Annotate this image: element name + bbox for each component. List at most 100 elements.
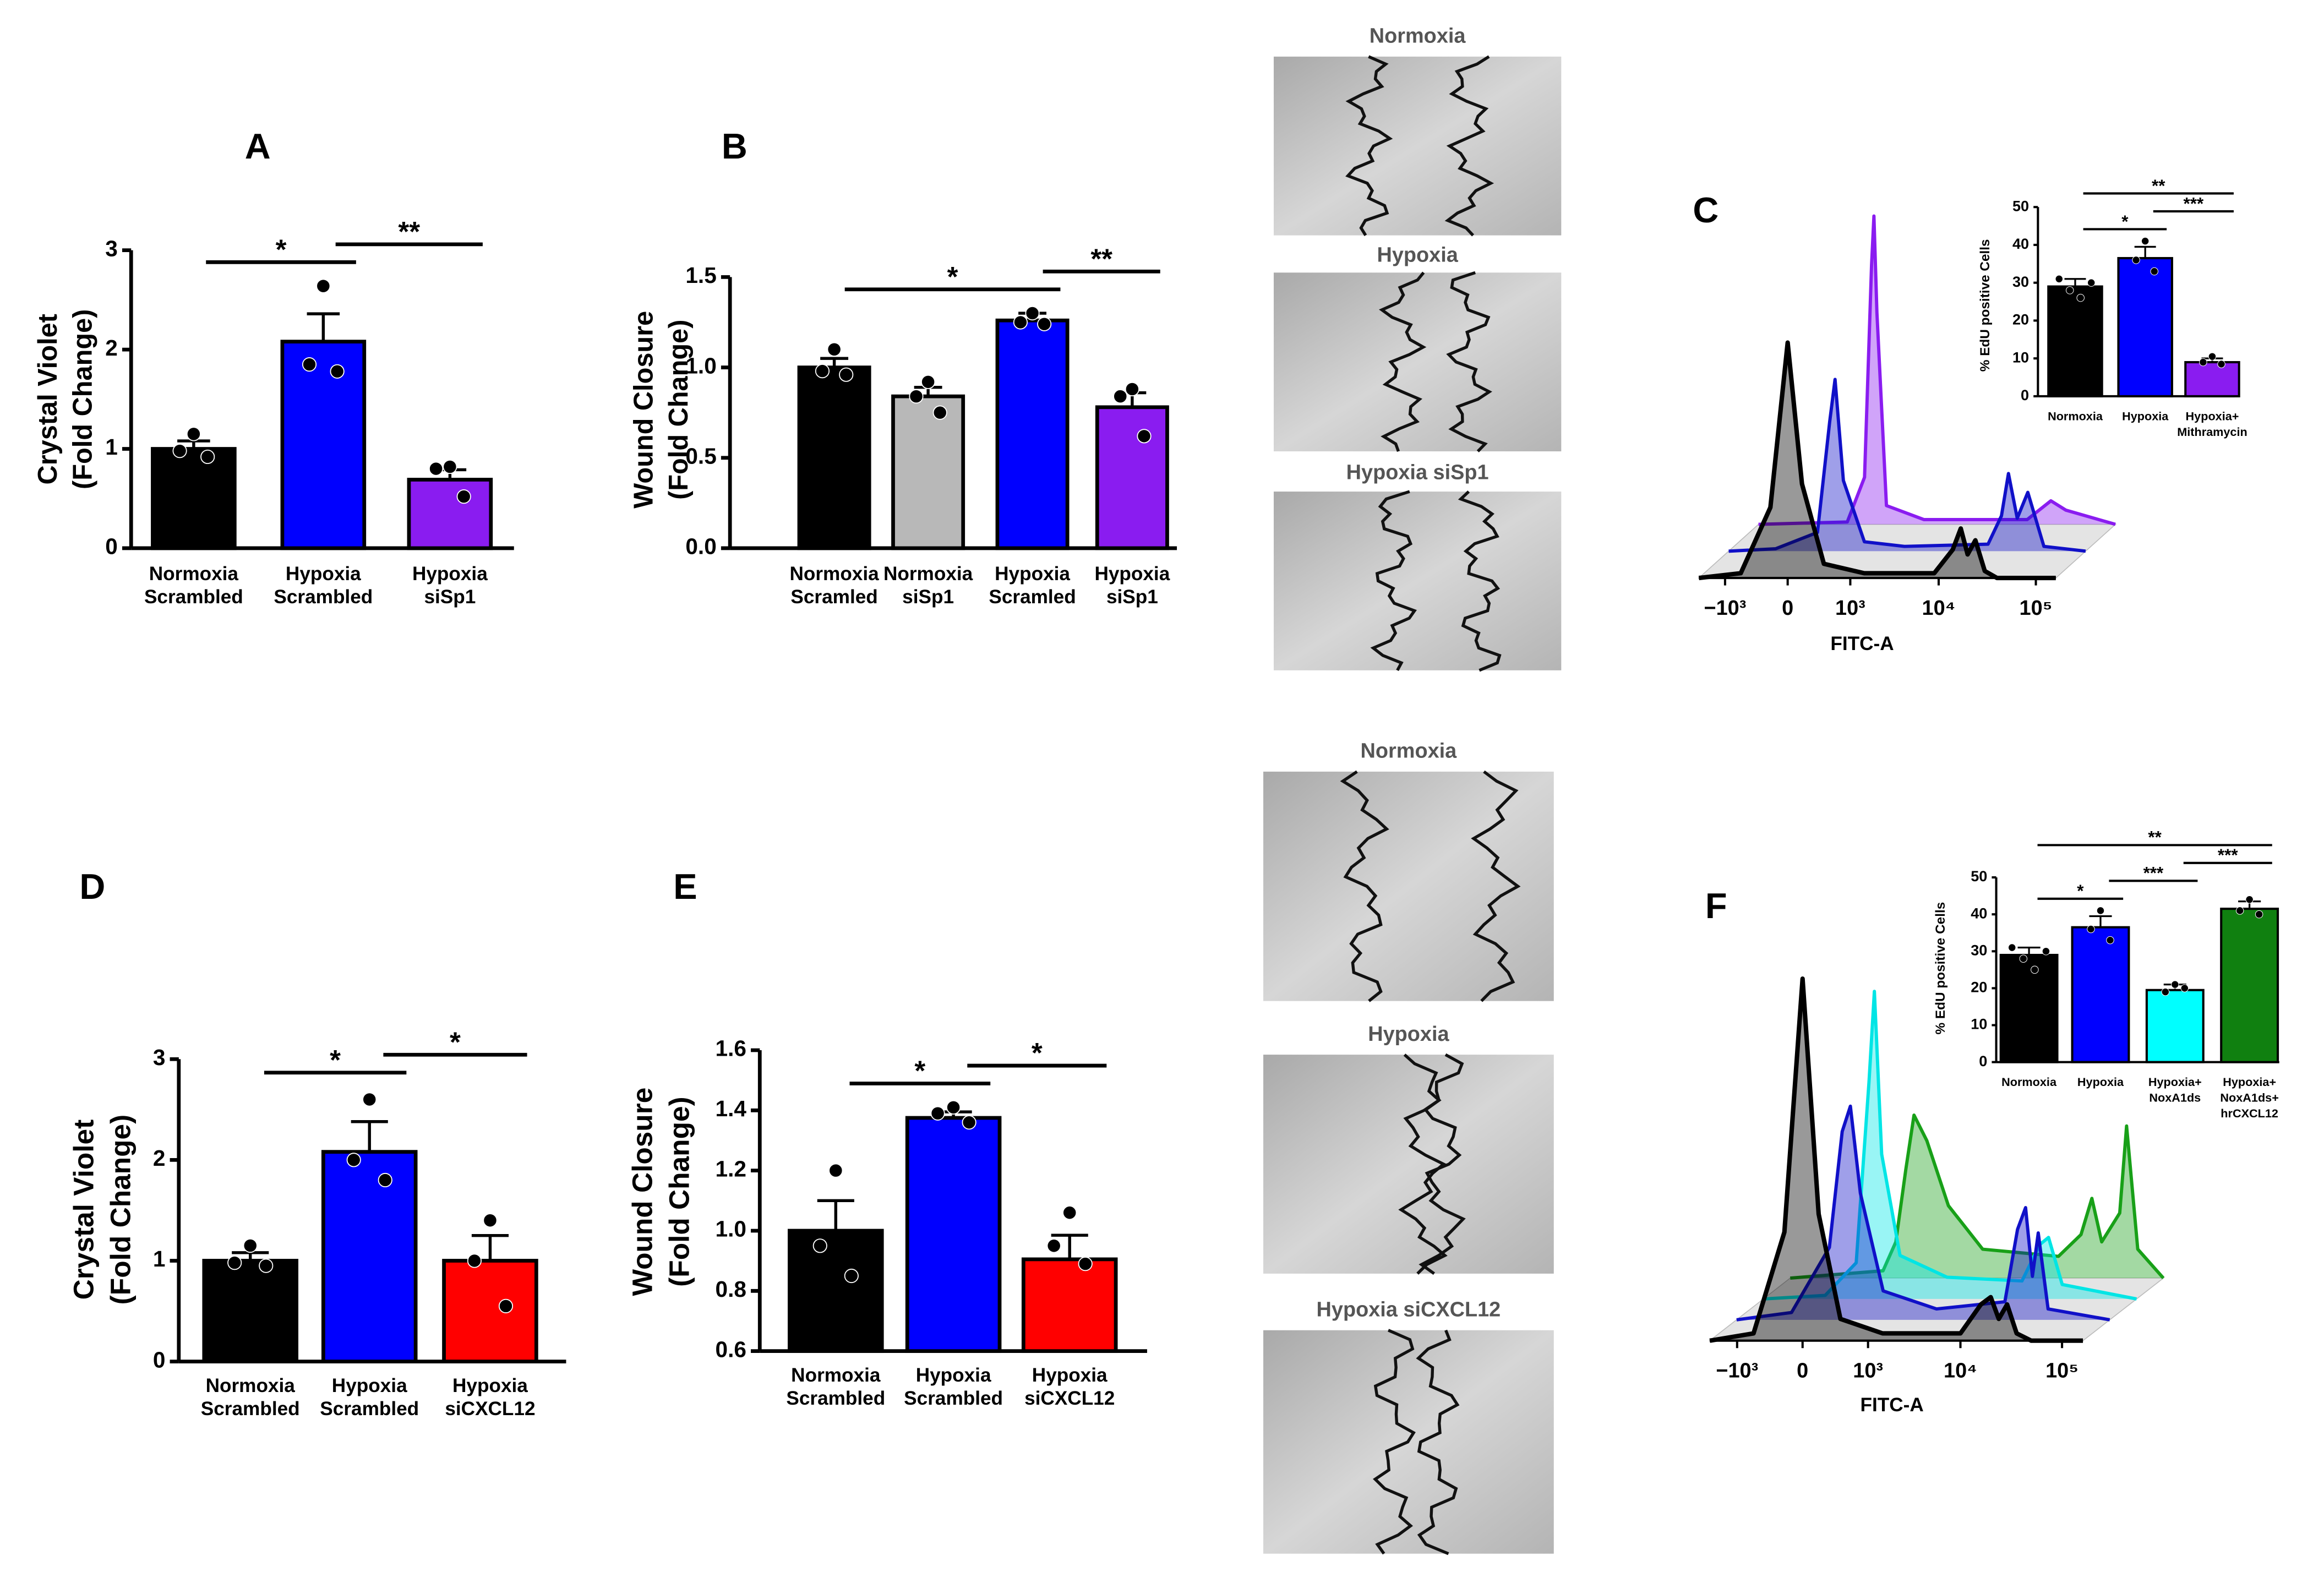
data-point	[428, 461, 444, 476]
data-point	[1137, 429, 1152, 444]
micrograph-label: Hypoxia	[1377, 243, 1458, 266]
data-point	[483, 1213, 498, 1228]
x-tick-label: Hypoxia	[2077, 1075, 2124, 1089]
histogram-trace	[1763, 990, 2137, 1301]
histogram-area	[1699, 342, 2056, 578]
bar	[788, 1229, 884, 1353]
data-point	[2208, 352, 2217, 361]
bar	[321, 1150, 418, 1363]
x-tick-label: siSp1	[1106, 586, 1158, 608]
x-tick-label: Hypoxia	[286, 563, 361, 585]
data-point	[186, 427, 201, 441]
significance-label: ***	[2218, 845, 2238, 865]
x-tick-label: 10³	[1853, 1360, 1883, 1383]
x-tick-label: Normoxia	[791, 1364, 881, 1386]
micrograph-label: Hypoxia	[1368, 1023, 1449, 1046]
wound-edge	[1419, 1053, 1466, 1275]
y-tick-label: 0.6	[716, 1336, 746, 1362]
y-tick-label: 1.4	[716, 1096, 747, 1121]
bar	[2220, 908, 2279, 1063]
significance-label: *	[947, 261, 958, 292]
x-tick-label: 10⁴	[1944, 1360, 1977, 1383]
x-tick-label: Scrambled	[786, 1388, 885, 1409]
data-point	[259, 1258, 274, 1273]
bar	[891, 394, 965, 550]
y-tick-label: 0.8	[716, 1276, 746, 1302]
data-point	[1125, 381, 1139, 397]
data-point	[921, 374, 936, 389]
x-tick-label: Hypoxia	[332, 1375, 407, 1396]
x-tick-label: Normoxia	[149, 563, 239, 585]
y-tick-label: 0	[2021, 387, 2029, 403]
y-tick-label: 1	[105, 434, 118, 460]
data-point	[172, 444, 187, 459]
data-point	[2019, 954, 2028, 963]
data-point	[2076, 293, 2085, 302]
y-tick-label: 50	[1971, 868, 1987, 885]
bar	[2117, 256, 2173, 397]
data-point	[1037, 316, 1052, 331]
data-point	[930, 1106, 945, 1121]
wound-edge	[1373, 1329, 1416, 1555]
x-tick-label: Normoxia	[883, 563, 973, 585]
significance-label: *	[276, 233, 287, 265]
wound-edge	[1458, 490, 1502, 672]
data-point	[962, 1115, 976, 1130]
panel-letter: E	[673, 866, 697, 907]
x-tick-label: Normoxia	[206, 1375, 296, 1396]
wound-edge	[1379, 271, 1427, 452]
histogram-area	[1790, 1115, 2164, 1279]
wound-edge	[1471, 770, 1521, 1002]
y-tick-label: 10	[2012, 349, 2029, 365]
y-axis-label: Wound Closure	[629, 311, 659, 509]
bar	[202, 1259, 298, 1363]
data-point	[932, 405, 947, 420]
significance-label: *	[914, 1055, 925, 1087]
y-tick-label: 0.0	[685, 534, 716, 559]
data-point	[346, 1153, 361, 1167]
bar	[1999, 953, 2059, 1063]
micrograph	[1263, 771, 1554, 1001]
y-tick-label: 1	[153, 1246, 166, 1271]
x-tick-label: Hypoxia+	[2148, 1075, 2202, 1089]
data-point	[2171, 980, 2179, 989]
bar	[151, 447, 237, 550]
x-tick-label: siCXCL12	[445, 1398, 535, 1420]
significance-label: **	[2148, 828, 2162, 847]
y-tick-label: 10	[1971, 1016, 1987, 1033]
micrograph-label: Normoxia	[1370, 25, 1466, 48]
y-tick-label: 2	[153, 1145, 166, 1171]
bar	[905, 1116, 1002, 1353]
significance-label: **	[2152, 176, 2165, 195]
y-tick-label: 1.0	[716, 1216, 746, 1242]
x-tick-label: Normoxia	[789, 563, 879, 585]
data-point	[362, 1092, 377, 1107]
data-point	[839, 367, 854, 382]
data-point	[2007, 943, 2016, 952]
x-tick-label: NoxA1ds	[2149, 1091, 2201, 1105]
data-point	[812, 1238, 827, 1253]
y-axis-label: (Fold Change)	[664, 320, 694, 500]
x-tick-label: Hypoxia+	[2186, 409, 2239, 423]
y-tick-label: 1.0	[685, 353, 716, 378]
x-tick-label: Scrambled	[201, 1398, 300, 1420]
data-point	[200, 449, 215, 465]
data-point	[2065, 286, 2074, 294]
y-axis-label: % EdU positive Cells	[1933, 902, 1948, 1035]
bar	[2071, 926, 2130, 1063]
x-tick-label: Normoxia	[2048, 409, 2103, 423]
panel-letter: F	[1705, 886, 1727, 926]
data-point	[2106, 936, 2114, 945]
x-tick-label: −10³	[1704, 597, 1746, 620]
bar	[1021, 1257, 1118, 1353]
y-axis-label: Crystal Violet	[68, 1120, 100, 1300]
wound-edge	[1370, 490, 1417, 672]
data-point	[2150, 267, 2159, 276]
wound-edge	[1345, 55, 1393, 237]
data-point	[2132, 256, 2140, 264]
data-point	[2031, 965, 2039, 974]
significance-label: *	[330, 1044, 341, 1076]
x-tick-label: Scrambled	[144, 586, 243, 608]
